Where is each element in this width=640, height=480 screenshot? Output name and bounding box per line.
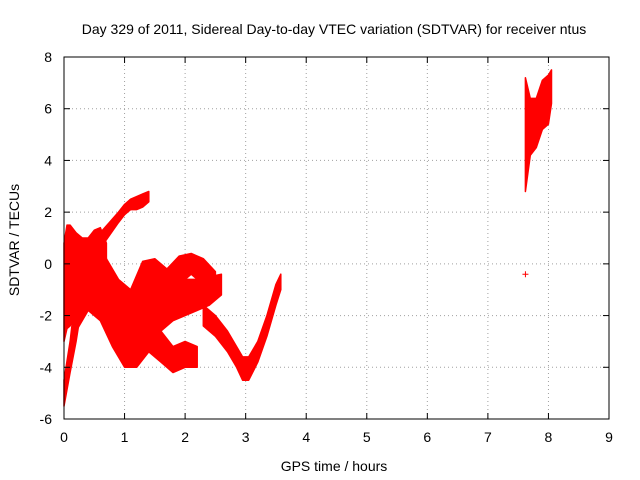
x-tick-label: 2 bbox=[181, 429, 189, 445]
x-tick-label: 1 bbox=[121, 429, 129, 445]
data-band bbox=[81, 242, 217, 322]
data-band bbox=[123, 314, 198, 374]
x-tick-label: 6 bbox=[423, 429, 431, 445]
y-tick-label: -6 bbox=[40, 411, 53, 427]
x-tick-label: 9 bbox=[605, 429, 613, 445]
x-tick-label: 4 bbox=[302, 429, 310, 445]
x-tick-label: 5 bbox=[363, 429, 371, 445]
data-band bbox=[202, 273, 282, 381]
x-axis-label: GPS time / hours bbox=[281, 458, 388, 474]
x-tick-label: 0 bbox=[60, 429, 68, 445]
x-tick-label: 3 bbox=[242, 429, 250, 445]
x-tick-label: 7 bbox=[484, 429, 492, 445]
y-axis-label: SDTVAR / TECUs bbox=[6, 184, 22, 296]
y-tick-label: 0 bbox=[44, 256, 52, 272]
y-tick-label: 2 bbox=[44, 204, 52, 220]
plot-frame bbox=[63, 56, 610, 420]
data-series-ntus bbox=[63, 69, 553, 407]
chart-title: Day 329 of 2011, Sidereal Day-to-day VTE… bbox=[82, 21, 586, 37]
data-band bbox=[524, 69, 553, 193]
y-tick-label: 4 bbox=[44, 152, 52, 168]
y-tick-label: 6 bbox=[44, 101, 52, 117]
grid-lines bbox=[64, 57, 609, 419]
x-tick-label: 8 bbox=[545, 429, 553, 445]
data-point bbox=[522, 271, 529, 278]
y-tick-label: -4 bbox=[40, 359, 53, 375]
y-tick-label: -2 bbox=[40, 308, 53, 324]
axis-ticks: 0 1 2 3 4 5 6 7 8 9 -6 -4 -2 0 2 4 6 8 bbox=[40, 49, 614, 445]
y-tick-label: 8 bbox=[44, 49, 52, 65]
